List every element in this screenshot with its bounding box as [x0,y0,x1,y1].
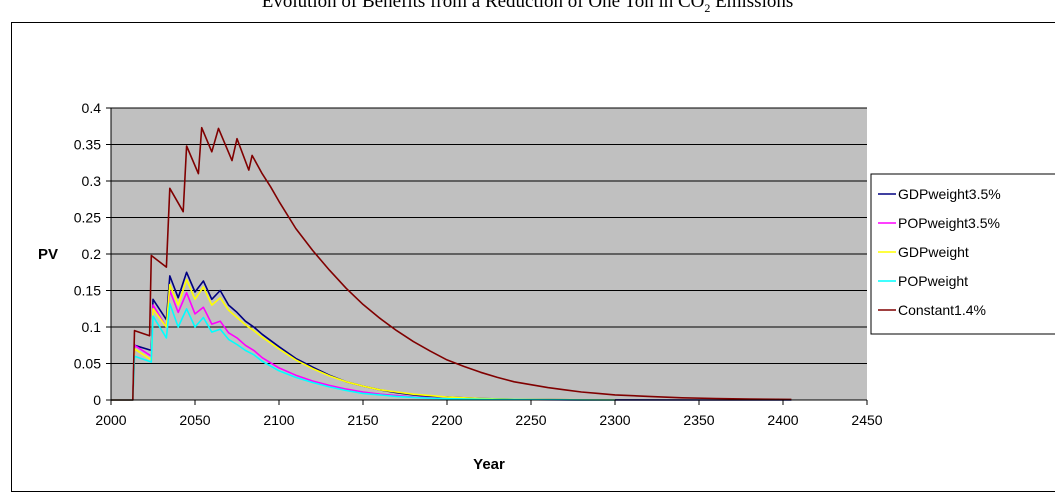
x-axis-title: Year [473,456,505,473]
y-axis-title: PV [38,246,58,263]
x-tick-label: 2450 [851,412,882,428]
x-tick-labels: 2000 2050 2100 2150 2200 2250 2300 2350 2400 2450 [95,400,883,428]
y-tick-label: 0.3 [82,173,102,189]
x-tick-label: 2050 [179,412,210,428]
legend-label: POPweight [898,273,968,289]
x-tick-label: 2250 [515,412,546,428]
gridlines [111,107,867,364]
y-tick-labels: 0 0.05 0.1 0.15 0.2 0.25 0.3 0.35 0.4 [74,100,111,408]
series-line-POPweight [111,302,616,401]
x-tick-label: 2150 [347,412,378,428]
x-tick-label: 2300 [599,412,630,428]
series-layer [111,126,792,401]
y-tick-label: 0.35 [74,137,101,153]
legend: GDPweight3.5% POPweight3.5% GDPweight POPwe… [870,173,1055,335]
y-tick-label: 0.15 [74,283,101,299]
y-tick-label: 0.4 [82,100,102,116]
y-tick-label: 0.25 [74,210,101,226]
legend-label: POPweight3.5% [898,215,1000,231]
y-tick-label: 0.1 [82,319,102,335]
x-tick-label: 2400 [767,412,798,428]
series-line-Constant1.4% [111,126,792,401]
y-tick-label: 0.2 [82,246,102,262]
x-tick-label: 2350 [683,412,714,428]
x-tick-label: 2100 [263,412,294,428]
y-tick-label: 0 [93,392,101,408]
series-line-GDPweight [111,278,616,401]
x-tick-label: 2200 [431,412,462,428]
legend-label: GDPweight [898,244,969,260]
x-tick-label: 2000 [95,412,126,428]
legend-label: GDPweight3.5% [898,186,1001,202]
legend-label: Constant1.4% [898,302,986,318]
legend-box [870,173,1055,335]
chart-title: Evolution of Benefits from a Reduction o… [261,0,794,15]
y-tick-label: 0.05 [74,356,101,372]
